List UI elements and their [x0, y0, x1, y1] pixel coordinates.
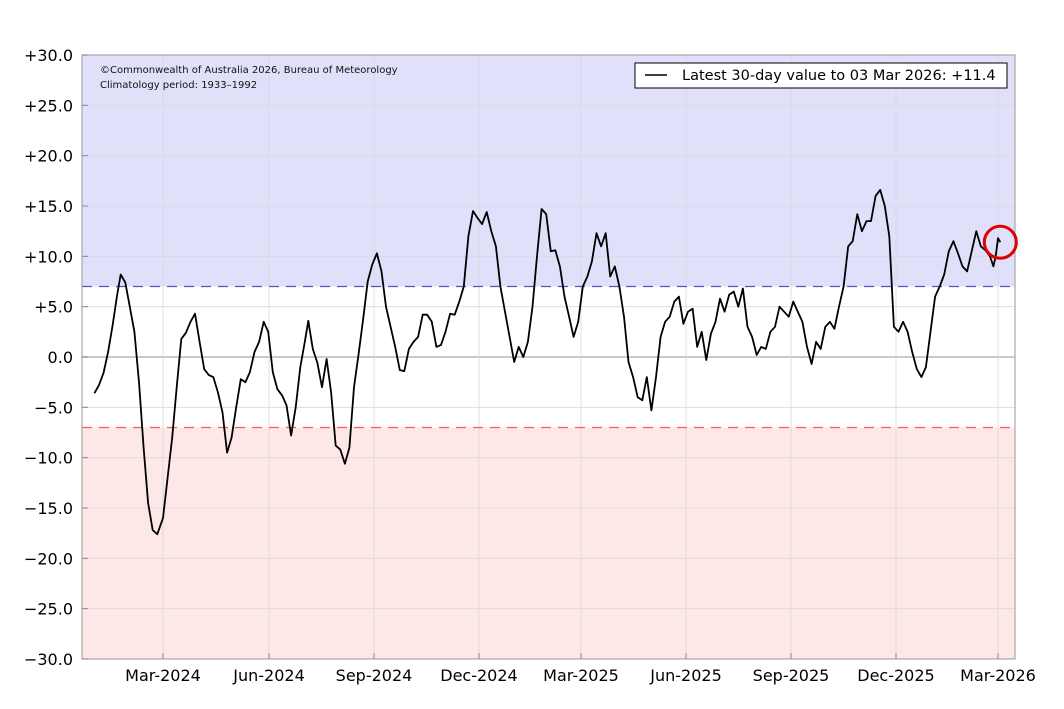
above-normal-band [82, 55, 1015, 287]
y-tick-label: −15.0 [24, 499, 73, 518]
x-tick-label: Jun-2025 [649, 666, 722, 685]
x-tick-label: Mar-2025 [543, 666, 619, 685]
y-tick-label: 0.0 [48, 348, 73, 367]
latest-value-marker-icon [982, 224, 1018, 260]
y-tick-label: −25.0 [24, 600, 73, 619]
y-tick-label: −30.0 [24, 650, 73, 669]
y-tick-label: +30.0 [24, 46, 73, 65]
y-tick-label: −5.0 [34, 398, 73, 417]
x-tick-label: Dec-2024 [440, 666, 517, 685]
x-axis: Mar-2024 Jun-2024 Sep-2024 Dec-2024 Mar-2025… [125, 653, 1036, 685]
legend-label: Latest 30-day value to 03 Mar 2026: +11.… [682, 68, 996, 84]
y-tick-label: −20.0 [24, 549, 73, 568]
x-tick-label: Jun-2024 [232, 666, 305, 685]
x-tick-label: Mar-2024 [125, 666, 201, 685]
data-series [93, 189, 1002, 536]
y-tick-label: +5.0 [34, 298, 73, 317]
x-tick-label: Dec-2025 [857, 666, 934, 685]
x-tick-label: Sep-2024 [336, 666, 413, 685]
y-tick-label: +15.0 [24, 197, 73, 216]
y-tick-label: +20.0 [24, 147, 73, 166]
y-tick-label: +25.0 [24, 96, 73, 115]
legend-box [634, 62, 1008, 89]
legend: Latest 30-day value to 03 Mar 2026: +11.… [634, 62, 1008, 89]
x-tick-label: Sep-2025 [753, 666, 830, 685]
y-axis: +30.0 +25.0 +20.0 +15.0 +10.0 +5.0 0.0 −5.0 −10.… [24, 46, 88, 669]
below-normal-band [82, 427, 1015, 659]
climatology-note: Climatology period: 1933–1992 [100, 80, 257, 91]
y-tick-label: −10.0 [24, 449, 73, 468]
series-line [93, 189, 1002, 536]
threshold-lines [82, 285, 1015, 429]
x-tick-label: Mar-2026 [960, 666, 1036, 685]
y-tick-label: +10.0 [24, 247, 73, 266]
copyright-note: ©Commonwealth of Australia 2026, Bureau … [100, 65, 398, 76]
